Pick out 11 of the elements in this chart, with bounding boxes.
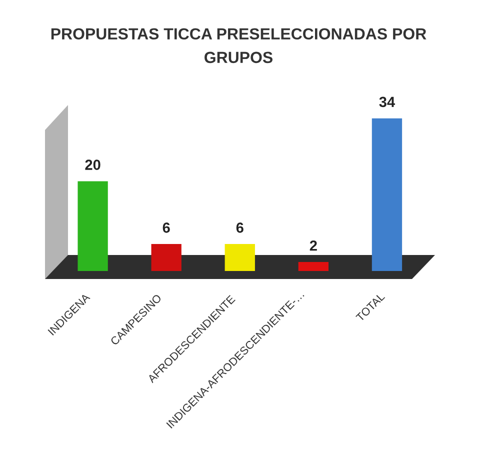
data-label: 20 (85, 160, 100, 170)
bar (224, 244, 255, 271)
data-label: 6 (236, 222, 244, 233)
bar (151, 244, 182, 271)
bar (298, 262, 329, 271)
data-label: 34 (379, 96, 396, 108)
bar (372, 118, 402, 271)
data-label: 6 (162, 222, 170, 233)
chart-title: PROPUESTAS TICCA PRESELECCIONADAS POR GRUPOS (51, 28, 426, 64)
data-label: 2 (310, 240, 317, 251)
bar (78, 181, 108, 271)
